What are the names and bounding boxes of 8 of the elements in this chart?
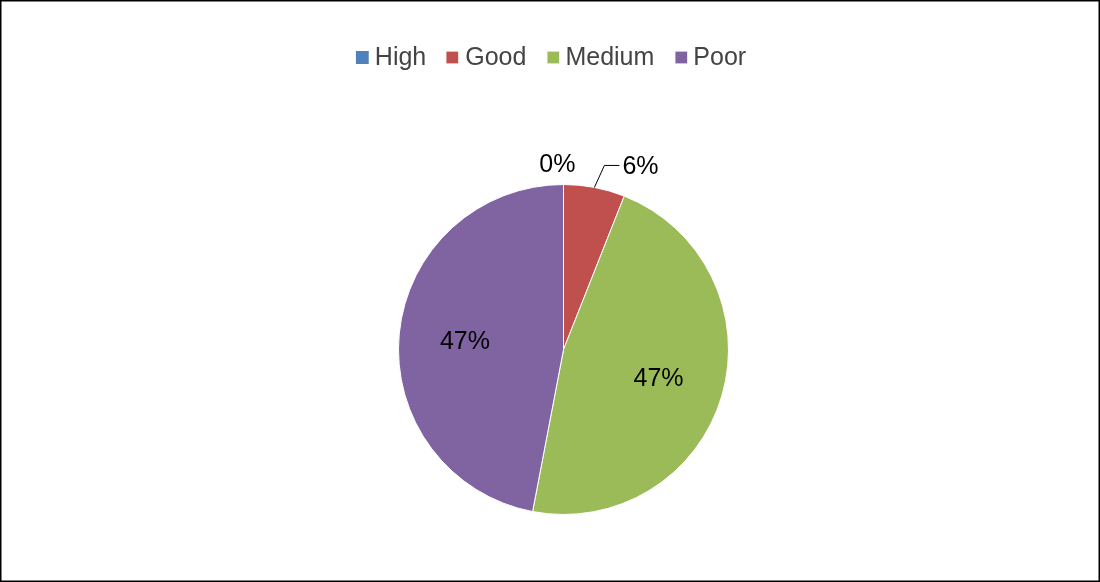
- data-label: 47%: [633, 363, 684, 392]
- legend-label: High: [374, 42, 427, 71]
- legend-label: Good: [465, 42, 527, 71]
- data-label: 47%: [439, 326, 490, 355]
- legend-label: Medium: [565, 42, 655, 71]
- legend-label: Poor: [693, 42, 747, 71]
- text: 0%: [539, 148, 576, 177]
- data-label: 6%: [622, 151, 659, 180]
